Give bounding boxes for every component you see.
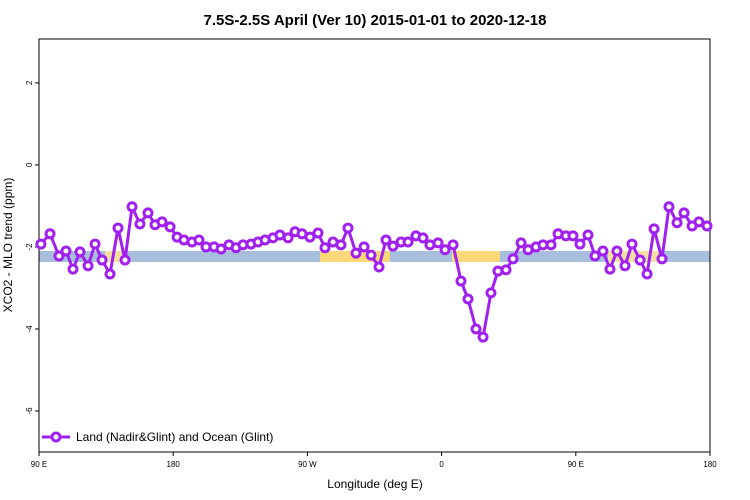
data-point — [215, 243, 227, 255]
y-tick-label: 0 — [25, 162, 34, 167]
data-point — [402, 236, 414, 248]
data-point — [44, 228, 56, 240]
data-point — [485, 287, 497, 299]
data-point — [335, 239, 347, 251]
data-point — [112, 222, 124, 234]
data-point — [641, 268, 653, 280]
data-point — [350, 247, 362, 259]
data-point — [507, 253, 519, 265]
data-point — [604, 263, 616, 275]
data-point — [515, 237, 527, 249]
data-point — [82, 260, 94, 272]
data-point — [156, 216, 168, 228]
data-point — [104, 268, 116, 280]
legend-label: Land (Nadir&Glint) and Ocean (Glint) — [76, 430, 273, 444]
data-point — [663, 201, 675, 213]
data-point — [74, 246, 86, 258]
x-tick-label: 0 — [439, 460, 444, 469]
data-point — [701, 220, 713, 232]
data-point — [500, 264, 512, 276]
data-point — [193, 234, 205, 246]
data-point — [432, 237, 444, 249]
y-tick-label: 2 — [25, 80, 34, 85]
data-point — [342, 222, 354, 234]
chart-title: 7.5S-2.5S April (Ver 10) 2015-01-01 to 2… — [204, 12, 547, 29]
data-point — [312, 227, 324, 239]
data-point — [89, 238, 101, 250]
data-point — [447, 239, 459, 251]
legend-marker — [50, 431, 62, 443]
y-tick-label: -4 — [25, 325, 34, 333]
data-point — [164, 221, 176, 233]
data-point — [282, 232, 294, 244]
x-tick-label: 180 — [167, 460, 181, 469]
data-point — [671, 217, 683, 229]
data-point — [574, 238, 586, 250]
data-point — [67, 263, 79, 275]
data-point — [455, 275, 467, 287]
data-point — [365, 249, 377, 261]
x-tick-label: 180 — [703, 460, 717, 469]
data-point — [656, 253, 668, 265]
data-point — [678, 207, 690, 219]
data-point — [693, 216, 705, 228]
data-point — [545, 239, 557, 251]
data-point — [126, 201, 138, 213]
data-point — [60, 245, 72, 257]
data-point — [619, 260, 631, 272]
data-point — [387, 240, 399, 252]
data-point — [380, 234, 392, 246]
data-point — [597, 245, 609, 257]
data-point — [142, 207, 154, 219]
data-point — [119, 254, 131, 266]
data-point — [439, 244, 451, 256]
y-axis-label: XCO2 - MLO trend (ppm) — [1, 178, 15, 313]
data-point — [373, 261, 385, 273]
y-tick-label: -2 — [25, 243, 34, 251]
data-point — [53, 250, 65, 262]
data-point — [304, 231, 316, 243]
data-point — [626, 238, 638, 250]
data-point — [417, 232, 429, 244]
data-point — [477, 331, 489, 343]
data-point — [567, 230, 579, 242]
x-tick-label: 90 W — [298, 460, 317, 469]
data-point — [634, 254, 646, 266]
data-point — [648, 223, 660, 235]
y-tick-label: -6 — [25, 407, 34, 415]
data-point — [470, 323, 482, 335]
legend: Land (Nadir&Glint) and Ocean (Glint) — [42, 430, 273, 444]
data-point — [589, 250, 601, 262]
x-axis-label: Longitude (deg E) — [327, 477, 422, 491]
data-point — [96, 254, 108, 266]
data-point — [462, 293, 474, 305]
x-tick-label: 90 E — [31, 460, 47, 469]
data-point — [611, 245, 623, 257]
plot-frame — [38, 38, 711, 453]
data-point — [35, 238, 47, 250]
x-tick-label: 90 E — [568, 460, 584, 469]
data-point — [582, 229, 594, 241]
data-point — [358, 241, 370, 253]
data-point — [134, 218, 146, 230]
data-point — [319, 242, 331, 254]
